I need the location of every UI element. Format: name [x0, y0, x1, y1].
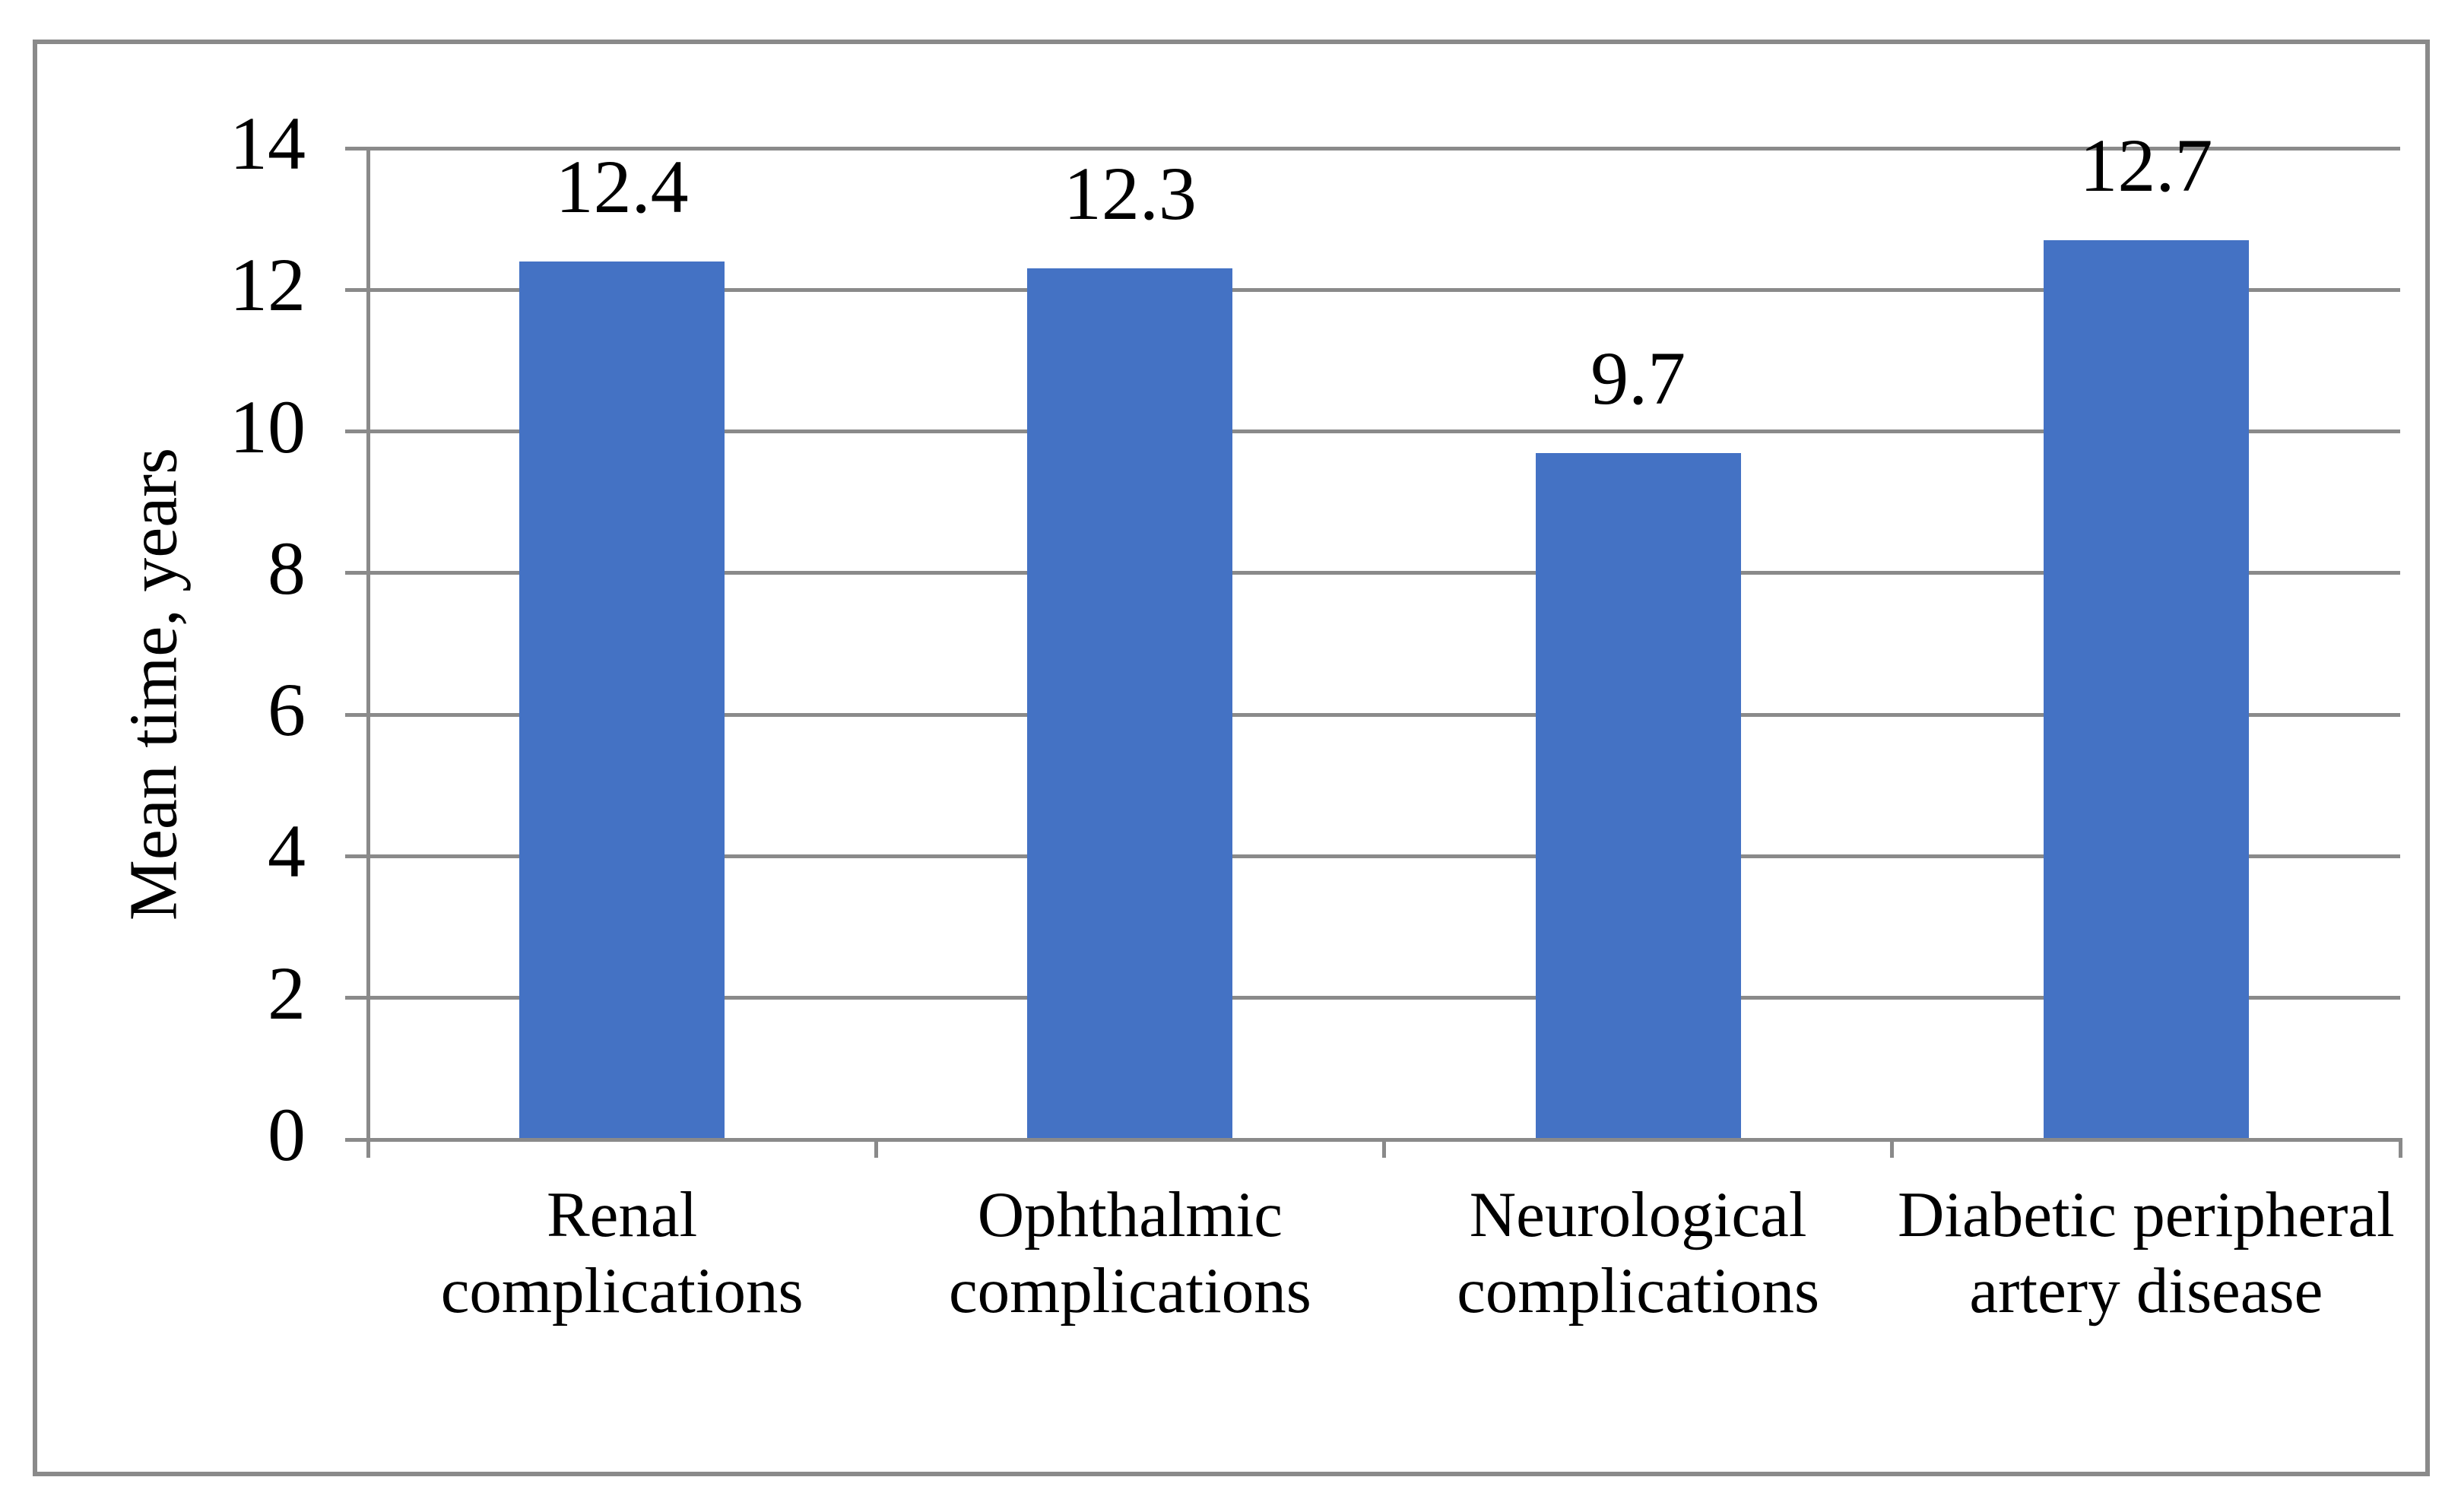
y-tick-label-12: 12 — [230, 242, 306, 328]
bar-neurological-complications — [1535, 452, 1741, 1139]
bar-diabetic-peripheral-artery-disease — [2043, 240, 2249, 1139]
y-tick-label-8: 8 — [268, 525, 306, 610]
value-label-diabetic-peripheral-artery-disease: 12.7 — [2079, 123, 2213, 208]
category-label-ophthalmic-complications: Ophthalmic complications — [948, 1179, 1311, 1327]
gridline-8 — [345, 571, 2400, 575]
gridline-2 — [345, 996, 2400, 1000]
gridline-14 — [345, 146, 2400, 151]
y-tick-label-10: 10 — [230, 384, 306, 469]
x-axis-line — [345, 1137, 2400, 1142]
gridline-4 — [345, 854, 2400, 858]
y-tick-label-14: 14 — [230, 101, 306, 185]
y-tick-label-2: 2 — [268, 950, 306, 1035]
category-label-renal-complications: Renal complications — [440, 1179, 804, 1327]
x-axis-tick-2 — [1382, 1137, 1386, 1158]
x-axis-tick-3 — [1890, 1137, 1895, 1158]
y-tick-label-6: 6 — [268, 667, 306, 753]
bar-renal-complications — [519, 262, 725, 1139]
gridline-6 — [345, 712, 2400, 717]
y-tick-label-4: 4 — [268, 809, 306, 894]
bar-ophthalmic-complications — [1027, 268, 1233, 1139]
figure-outer-border — [33, 40, 2430, 1476]
category-label-neurological-complications: Neurological complications — [1457, 1179, 1820, 1327]
y-axis-line — [366, 146, 370, 1158]
value-label-neurological-complications: 9.7 — [1590, 335, 1686, 420]
x-axis-tick-4 — [2398, 1137, 2402, 1158]
value-label-ophthalmic-complications: 12.3 — [1063, 151, 1197, 236]
value-label-renal-complications: 12.4 — [555, 144, 689, 230]
gridline-12 — [345, 287, 2400, 292]
y-tick-label-0: 0 — [268, 1092, 306, 1177]
category-label-diabetic-peripheral-artery-disease: Diabetic peripheral artery disease — [1898, 1179, 2395, 1327]
x-axis-tick-1 — [874, 1137, 878, 1158]
gridline-10 — [345, 430, 2400, 434]
